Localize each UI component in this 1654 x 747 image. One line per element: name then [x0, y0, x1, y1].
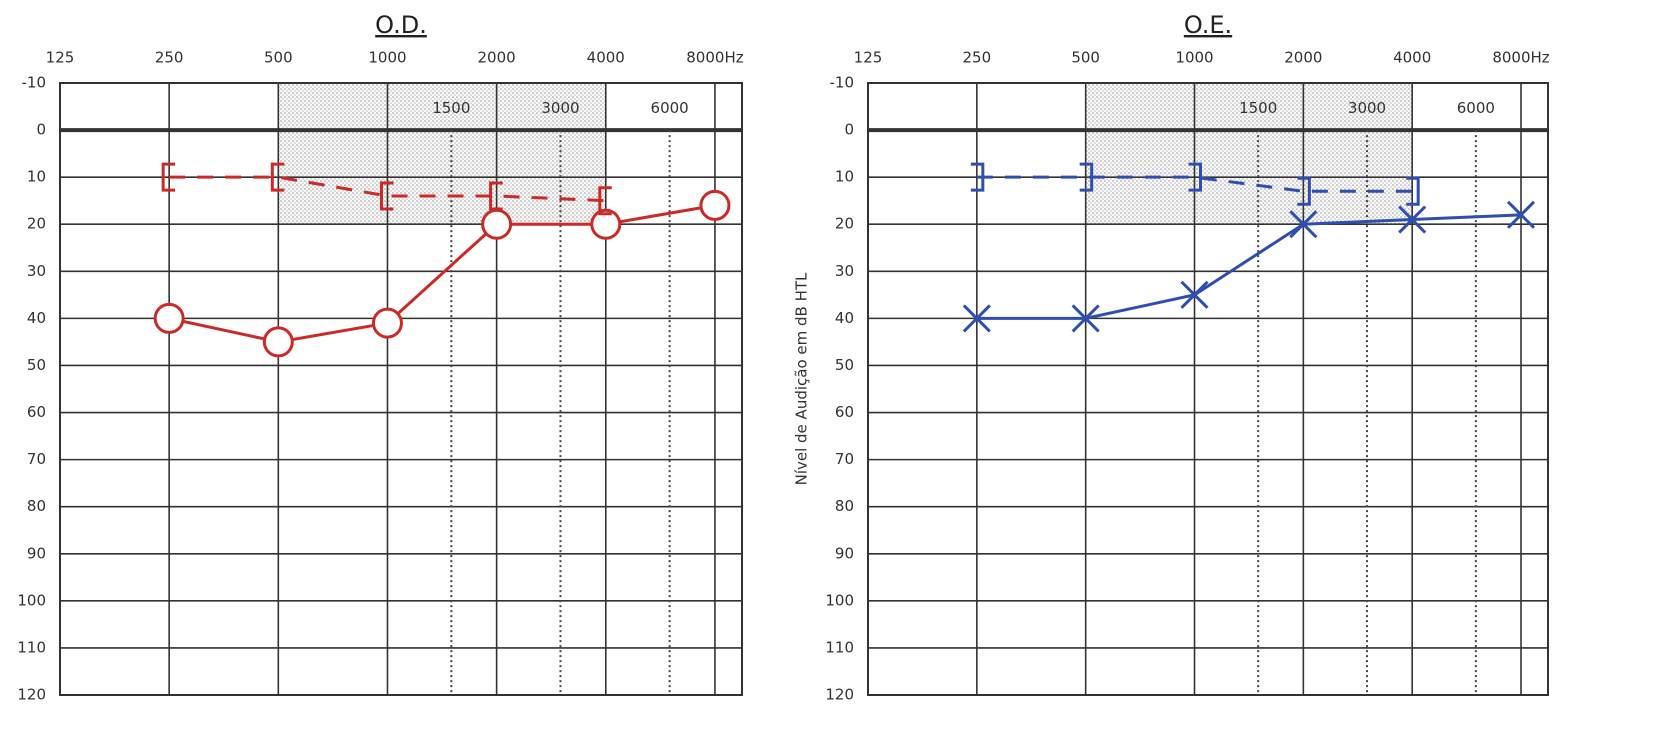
y-tick-label: 100: [825, 591, 854, 609]
audiogram: O.D. -10 0 10 20 30 40 50 60 70 80 90 100 110 120 125 25…: [17, 11, 810, 704]
y-tick-label: 0: [36, 121, 46, 139]
x-tick-label: 8000Hz: [1492, 49, 1549, 67]
y-tick-label: -10: [830, 74, 855, 92]
marker: [590, 208, 622, 240]
mid-tick-label: 1500: [432, 99, 470, 117]
y-tick-label: 50: [835, 356, 854, 374]
series-line: [169, 175, 606, 203]
y-tick-label: 80: [27, 497, 46, 515]
y-tick-label: 30: [27, 262, 46, 280]
x-tick-label: 500: [264, 49, 293, 67]
x-tick-label: 1000: [368, 49, 406, 67]
marker: [262, 326, 294, 358]
marker: [1406, 176, 1420, 206]
marker: [371, 307, 403, 339]
marker: [153, 302, 185, 334]
marker: [270, 162, 285, 192]
y-tick-label: 40: [27, 309, 46, 327]
y-tick-label: 20: [835, 215, 854, 233]
marker: [1506, 200, 1536, 229]
y-tick-label: 120: [825, 686, 854, 704]
y-tick-label: 70: [835, 450, 854, 468]
x-tick-label: 8000Hz: [686, 49, 743, 67]
x-tick-label: 2000: [478, 49, 516, 67]
y-tick-label: 40: [835, 309, 854, 327]
y-tick-label: 80: [835, 497, 854, 515]
y-tick-label: 110: [17, 638, 46, 656]
marker: [481, 208, 513, 240]
y-tick-label: -10: [22, 74, 47, 92]
y-tick-label: 50: [27, 356, 46, 374]
y-tick-label: 120: [17, 686, 46, 704]
shaded-region: [278, 83, 606, 225]
marker: [699, 189, 731, 221]
x-tick-label: 4000: [587, 49, 625, 67]
marker: [1297, 176, 1311, 206]
y-tick-label: 20: [27, 215, 46, 233]
mid-tick-label: 3000: [1348, 99, 1386, 117]
series-line: [976, 213, 1522, 320]
marker: [1188, 162, 1203, 192]
y-axis-label: Nível de Audição em dB HTL: [793, 272, 811, 485]
mid-tick-label: 6000: [651, 99, 689, 117]
y-tick-label: 60: [835, 403, 854, 421]
x-tick-label: 250: [963, 49, 992, 67]
marker: [598, 186, 612, 216]
marker: [970, 162, 985, 192]
y-tick-label: 10: [27, 168, 46, 186]
y-tick-label: 90: [835, 544, 854, 562]
x-tick-label: 125: [854, 49, 883, 67]
mid-tick-label: 3000: [541, 99, 579, 117]
mid-tick-label: 6000: [1457, 99, 1495, 117]
y-tick-label: 60: [27, 403, 46, 421]
marker: [379, 181, 394, 211]
marker: [962, 304, 991, 333]
y-tick-label: 0: [844, 121, 854, 139]
marker: [161, 162, 176, 192]
shaded-region: [1085, 83, 1413, 225]
x-tick-label: 500: [1071, 49, 1100, 67]
marker: [1180, 280, 1209, 309]
mid-tick-label: 1500: [1239, 99, 1277, 117]
x-tick-label: 2000: [1284, 49, 1322, 67]
y-tick-label: 30: [835, 262, 854, 280]
marker: [1071, 304, 1100, 333]
y-tick-label: 110: [825, 638, 854, 656]
y-tick-label: 70: [27, 450, 46, 468]
y-tick-label: 10: [835, 168, 854, 186]
chart-title: O.D.: [375, 11, 427, 39]
marker: [1289, 210, 1318, 239]
y-tick-label: 100: [17, 591, 46, 609]
x-tick-label: 250: [155, 49, 184, 67]
x-tick-label: 1000: [1175, 49, 1213, 67]
y-tick-label: 90: [27, 544, 46, 562]
x-tick-label: 4000: [1393, 49, 1431, 67]
chart-title: O.E.: [1184, 11, 1232, 39]
audiogram: O.E. -10 0 10 20 30 40 50 60 70 80 90 100 110 120 125 25…: [825, 11, 1549, 704]
marker: [1398, 205, 1427, 234]
x-tick-label: 125: [46, 49, 75, 67]
marker: [489, 181, 503, 211]
series-line: [168, 203, 716, 344]
marker: [1079, 162, 1094, 192]
